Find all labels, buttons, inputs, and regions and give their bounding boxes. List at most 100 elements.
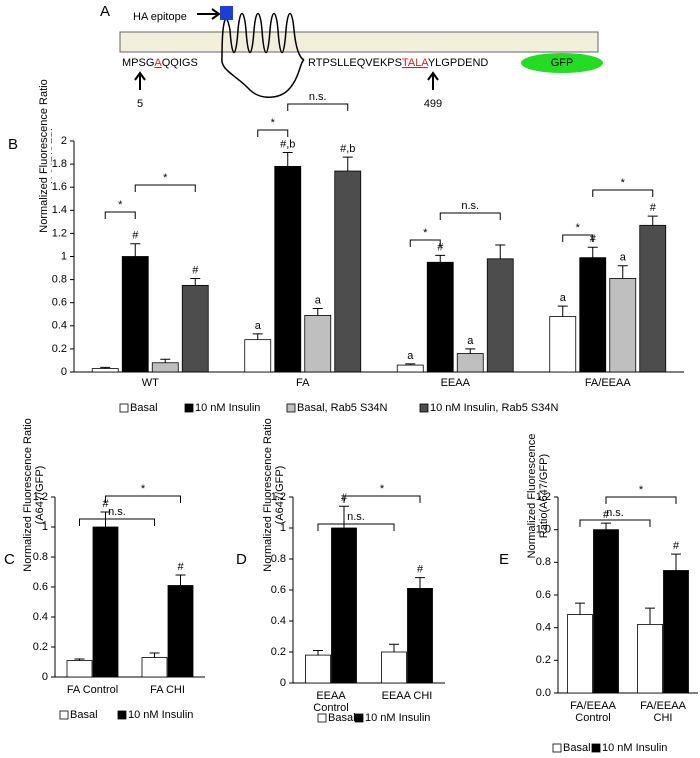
y-tick-label: 0.2 bbox=[271, 646, 286, 658]
y-tick-label: 0.8 bbox=[271, 553, 286, 565]
significance-label: n.s. bbox=[606, 507, 624, 519]
panel-label: B bbox=[8, 136, 18, 153]
significance-bracket bbox=[409, 239, 441, 247]
error-bar bbox=[100, 366, 111, 369]
bar-annotation: # bbox=[603, 509, 610, 521]
legend-label: Basal bbox=[130, 402, 158, 414]
y-tick-label: 0.6 bbox=[536, 589, 551, 601]
error-bar bbox=[130, 243, 141, 257]
chart: D Normalized Fluorescence Ratio (A647/GFP… bbox=[236, 418, 445, 724]
y-tick-label: 0.6 bbox=[33, 581, 48, 593]
y-tick-label: 0.4 bbox=[33, 611, 48, 623]
y-tick-label: 0.6 bbox=[271, 584, 286, 596]
bar-annotation: # bbox=[650, 202, 657, 214]
legend-label: 10 nM Insulin bbox=[365, 712, 430, 724]
membrane bbox=[119, 31, 599, 53]
error-bar bbox=[495, 244, 506, 259]
significance-label: * bbox=[380, 483, 385, 495]
legend-swatch bbox=[184, 403, 194, 413]
bar-annotation: #,b bbox=[280, 138, 295, 150]
bar bbox=[567, 614, 593, 694]
y-axis-label: Normalized Fluorescence Ratio (A647/GFP) bbox=[38, 79, 52, 233]
y-tick-label: 0.8 bbox=[52, 274, 67, 286]
bar-annotation: # bbox=[132, 230, 139, 242]
significance-bracket bbox=[134, 184, 196, 192]
y-tick-label: 1.2 bbox=[52, 227, 67, 239]
x-tick-label-box: FA/EEAA Control bbox=[570, 700, 616, 724]
y-tick-label: 0.8 bbox=[33, 551, 48, 563]
error-bar bbox=[190, 277, 201, 286]
y-tick-label: 1.6 bbox=[52, 181, 67, 193]
sequence-part: YLGPDEND bbox=[428, 57, 489, 69]
sequence: RTPSLLEQVEKPSTALAYLGPDEND bbox=[308, 57, 488, 69]
y-tick-label: 1.8 bbox=[52, 158, 67, 170]
bar-annotation: # bbox=[192, 264, 199, 276]
error-bar bbox=[74, 658, 85, 661]
y-tick-label: 0 bbox=[61, 366, 67, 378]
y-tick-label: 1 bbox=[280, 522, 286, 534]
bar bbox=[244, 339, 272, 373]
ha-tag bbox=[220, 6, 233, 20]
legend-swatch bbox=[354, 713, 364, 723]
error-bar bbox=[282, 152, 293, 167]
y-tick-label: 0.0 bbox=[536, 687, 551, 699]
bar bbox=[381, 651, 407, 684]
legend-label: 10 nM Insulin bbox=[128, 709, 193, 721]
error-bar bbox=[671, 553, 681, 571]
bar bbox=[579, 257, 607, 373]
legend-swatch bbox=[552, 743, 562, 753]
bar bbox=[609, 278, 637, 373]
chart: B Normalized Fluorescence Ratio (A647/GFP… bbox=[8, 79, 684, 414]
x-tick-label-box: EEAA CHI bbox=[382, 690, 433, 702]
error-bar bbox=[405, 363, 416, 366]
significance-label: * bbox=[271, 117, 276, 129]
gfp-tag bbox=[521, 53, 603, 73]
y-tick-label: 1.2 bbox=[536, 491, 551, 503]
bar bbox=[549, 316, 577, 373]
bar bbox=[91, 368, 119, 373]
bar-annotation: # bbox=[417, 564, 424, 576]
significance-label: * bbox=[423, 227, 428, 239]
bar bbox=[151, 362, 179, 373]
y-tick-label: 0.4 bbox=[52, 320, 67, 332]
error-bar bbox=[313, 649, 323, 656]
y-tick-label: 0.2 bbox=[536, 654, 551, 666]
error-bar bbox=[312, 307, 323, 316]
sequence-mutation: TALA bbox=[402, 57, 429, 69]
arrow bbox=[197, 8, 221, 20]
significance-bracket bbox=[579, 519, 651, 527]
bar bbox=[456, 353, 484, 373]
x-tick-label: EEAA Control bbox=[313, 690, 349, 714]
transmembrane-loops bbox=[221, 12, 305, 98]
x-tick-label-box: EEAA Control bbox=[313, 690, 349, 714]
bar-annotation: a bbox=[407, 350, 414, 362]
bar bbox=[141, 657, 168, 678]
significance-bracket bbox=[343, 495, 421, 503]
error-bar bbox=[617, 265, 628, 279]
position-label: 5 bbox=[137, 98, 143, 110]
bar-annotation: # bbox=[102, 498, 109, 510]
panel-a: A HA epitope MPSGAQQIGS RTPSLLEQVEKPSTAL… bbox=[100, 3, 603, 110]
chart: C Normalized Fluorescence Ratio (A647/GFP… bbox=[4, 418, 205, 721]
legend-swatch bbox=[591, 743, 601, 753]
error-bar bbox=[557, 305, 568, 317]
x-tick-label: FA CHI bbox=[150, 684, 185, 696]
significance-bracket bbox=[79, 518, 155, 526]
sequence-mutation: A bbox=[154, 57, 162, 69]
legend-swatch bbox=[286, 403, 296, 413]
bar bbox=[167, 585, 194, 678]
significance-label: n.s. bbox=[461, 200, 479, 212]
legend-label: Basal, Rab5 S34N bbox=[297, 402, 388, 414]
y-tick-label: 0.4 bbox=[271, 615, 286, 627]
error-bar bbox=[252, 333, 263, 340]
y-tick-label: 0.2 bbox=[33, 641, 48, 653]
y-tick-label: 1 bbox=[61, 250, 67, 262]
bar bbox=[304, 315, 332, 373]
error-bar bbox=[647, 215, 658, 226]
error-bar bbox=[342, 156, 353, 172]
bar bbox=[331, 527, 357, 684]
sequence: MPSGAQQIGS bbox=[122, 57, 198, 69]
bar-annotation: a bbox=[255, 320, 262, 332]
gfp-label: GFP bbox=[551, 57, 574, 69]
